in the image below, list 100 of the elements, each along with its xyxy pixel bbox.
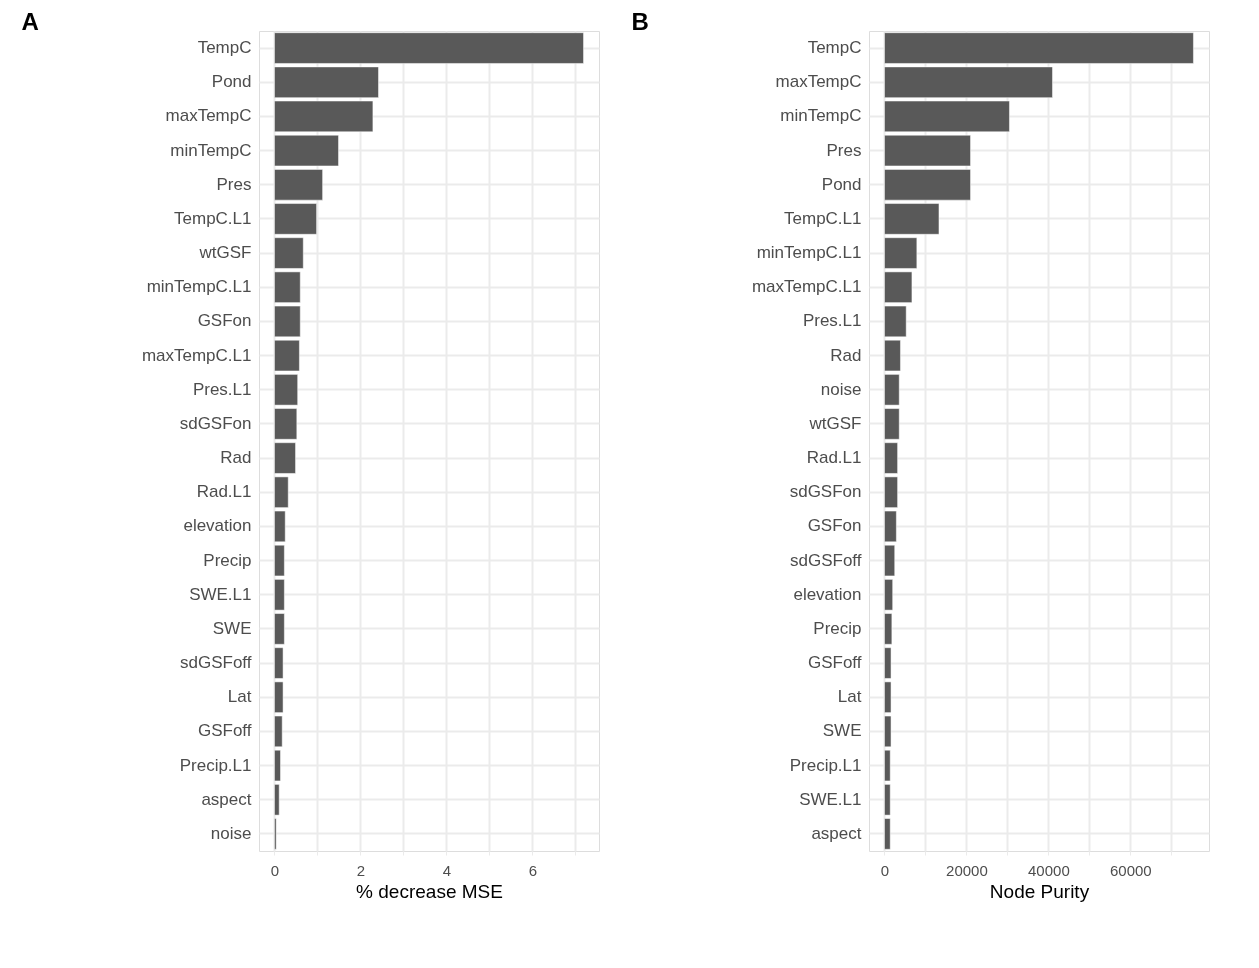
y-tick-label: sdGSFon <box>179 413 252 433</box>
bar <box>274 613 285 645</box>
x-tick-label: 0 <box>880 861 890 879</box>
y-tick-label: TempC <box>197 38 252 58</box>
y-tick-label: maxTempC.L1 <box>751 277 862 297</box>
bar <box>274 749 281 782</box>
bar <box>274 305 301 338</box>
y-tick-label: GSFon <box>807 516 862 536</box>
y-tick-label: maxTempC.L1 <box>141 345 252 365</box>
y-tick-label: Precip.L1 <box>179 755 252 775</box>
y-tick-label: noise <box>210 823 252 843</box>
bar <box>884 169 971 201</box>
bar <box>884 715 892 748</box>
bar <box>274 203 317 235</box>
bar <box>274 579 285 611</box>
y-tick-label: sdGSFon <box>789 482 862 502</box>
y-tick-label: aspect <box>201 789 252 809</box>
bar <box>274 100 374 133</box>
bar <box>274 339 300 372</box>
bar <box>274 271 301 303</box>
y-tick-label: Rad.L1 <box>196 482 252 502</box>
y-tick-label: elevation <box>183 516 252 536</box>
y-tick-label: Rad <box>220 448 252 468</box>
x-tick-label: 6 <box>528 861 538 879</box>
bar <box>884 784 891 816</box>
bar <box>274 510 286 543</box>
y-tick-label: Precip.L1 <box>789 755 862 775</box>
bar <box>884 544 895 577</box>
x-tick-label: 2 <box>356 861 366 879</box>
bar <box>884 681 892 713</box>
text: B <box>631 8 649 35</box>
y-tick-label: TempC.L1 <box>174 208 252 228</box>
y-tick-label: wtGSF <box>808 413 862 433</box>
x-tick-label: 40000 <box>1028 861 1070 879</box>
y-tick-label: noise <box>820 379 862 399</box>
y-tick-label: SWE.L1 <box>189 584 252 604</box>
bar <box>274 681 284 713</box>
y-tick-label: Pres <box>826 140 862 160</box>
bar <box>884 613 893 645</box>
bar <box>274 784 280 816</box>
bar <box>884 66 1053 98</box>
y-tick-label: Lat <box>227 687 252 707</box>
bar <box>884 339 901 372</box>
bar <box>884 237 918 269</box>
bar <box>884 271 913 303</box>
y-tick-label: Pond <box>821 174 862 194</box>
y-tick-label: Pres <box>216 174 252 194</box>
bar <box>884 305 907 338</box>
bar <box>884 374 900 406</box>
bar <box>884 749 891 782</box>
y-tick-label: minTempC <box>170 140 252 160</box>
y-tick-label: Pond <box>211 72 252 92</box>
y-tick-label: Lat <box>837 687 862 707</box>
y-tick-label: Rad.L1 <box>806 448 862 468</box>
bar <box>274 66 379 98</box>
x-tick-label: 0 <box>270 861 280 879</box>
bar <box>274 442 296 474</box>
bar <box>274 134 339 167</box>
y-tick-label: SWE <box>212 618 252 638</box>
bar <box>274 647 284 679</box>
bar <box>274 544 285 577</box>
y-tick-label: maxTempC <box>775 72 862 92</box>
text: A <box>21 8 39 35</box>
y-tick-label: minTempC.L1 <box>146 277 252 297</box>
bar <box>274 374 298 406</box>
bar <box>884 408 900 440</box>
y-tick-label: GSFoff <box>197 721 252 741</box>
bar <box>884 100 1010 133</box>
y-tick-label: GSFon <box>197 311 252 331</box>
y-tick-label: Precip <box>203 550 252 570</box>
bar <box>274 476 289 508</box>
y-tick-label: TempC <box>807 38 862 58</box>
y-tick-label: aspect <box>811 823 862 843</box>
bar <box>884 203 940 235</box>
y-tick-label: wtGSF <box>198 243 252 263</box>
y-tick-label: Precip <box>813 618 862 638</box>
y-tick-label: minTempC <box>780 106 862 126</box>
y-tick-label: elevation <box>793 584 862 604</box>
y-tick-label: minTempC.L1 <box>756 243 862 263</box>
x-tick-label: 60000 <box>1109 861 1152 879</box>
bar <box>274 715 283 748</box>
y-tick-label: sdGSFoff <box>180 653 252 673</box>
y-tick-label: Pres.L1 <box>802 311 862 331</box>
bar <box>274 237 304 269</box>
bar <box>274 408 298 440</box>
x-tick-label: 20000 <box>946 861 988 879</box>
bar <box>884 647 892 679</box>
y-tick-label: Rad <box>830 345 862 365</box>
y-tick-label: SWE <box>822 721 862 741</box>
y-tick-label: Pres.L1 <box>192 379 252 399</box>
y-tick-label: TempC.L1 <box>784 208 862 228</box>
bar <box>884 32 1194 64</box>
bar <box>884 818 891 850</box>
x-axis-title: Node Purity <box>989 880 1090 902</box>
bar <box>884 442 898 474</box>
bar <box>274 169 323 201</box>
x-tick-label: 4 <box>442 861 452 879</box>
bar <box>884 476 898 508</box>
y-tick-label: maxTempC <box>165 106 252 126</box>
y-tick-label: SWE.L1 <box>799 789 862 809</box>
